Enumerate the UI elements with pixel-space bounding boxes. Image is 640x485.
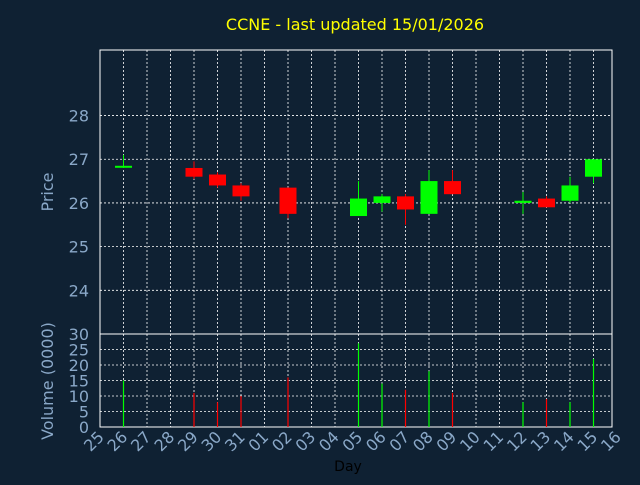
volume-tick-label: 25 <box>69 341 89 360</box>
chart-title: CCNE - last updated 15/01/2026 <box>226 15 484 34</box>
candle-body <box>115 165 132 168</box>
candle-body <box>561 185 579 201</box>
candle-body <box>397 196 414 210</box>
candle-body <box>209 174 226 186</box>
price-tick-label: 25 <box>69 238 89 257</box>
candle-body <box>279 187 297 214</box>
volume-tick-label: 10 <box>69 387 89 406</box>
candle-body <box>444 181 461 195</box>
price-panel-frame <box>99 49 613 335</box>
volume-axis-label: Volume (0000) <box>38 322 57 440</box>
candle-body <box>514 200 532 203</box>
candle-body <box>538 198 555 208</box>
price-tick-label: 28 <box>69 107 89 126</box>
price-axis-label: Price <box>38 172 57 211</box>
price-tick-label: 26 <box>69 194 89 213</box>
candle-body <box>420 181 438 214</box>
volume-bars <box>122 343 595 427</box>
volume-tick-label: 15 <box>69 372 89 391</box>
price-candles <box>115 154 602 225</box>
volume-tick-label: 20 <box>69 356 89 375</box>
volume-tick-label: 0 <box>79 418 89 437</box>
candle-body <box>373 196 391 203</box>
price-tick-label: 27 <box>69 150 89 169</box>
volume-tick-label: 5 <box>79 403 89 422</box>
x-tick-labels: 2526272829303101020304050607080910111213… <box>80 427 625 455</box>
price-tick-label: 24 <box>69 281 89 300</box>
candle-body <box>350 198 367 217</box>
candle-body <box>232 185 250 197</box>
x-axis-label: Day <box>334 459 362 475</box>
candle-body <box>185 167 203 177</box>
candle-body <box>585 159 602 177</box>
volume-tick-label: 30 <box>69 325 89 344</box>
